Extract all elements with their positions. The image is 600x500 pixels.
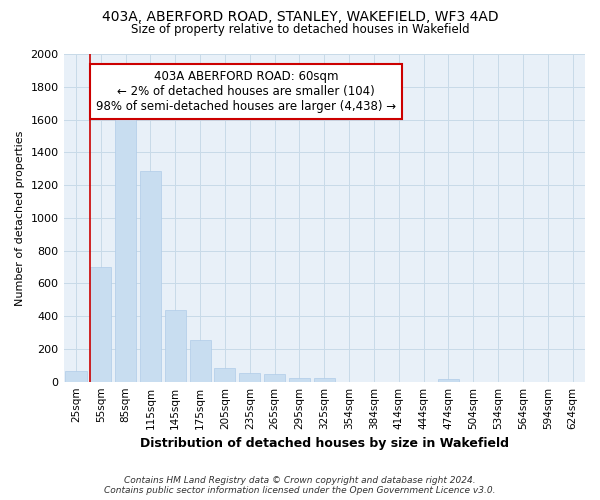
Text: Contains HM Land Registry data © Crown copyright and database right 2024.
Contai: Contains HM Land Registry data © Crown c… — [104, 476, 496, 495]
Bar — [90, 267, 112, 382]
Bar — [264, 374, 285, 382]
Bar — [289, 378, 310, 382]
X-axis label: Distribution of detached houses by size in Wakefield: Distribution of detached houses by size … — [140, 437, 509, 450]
Bar — [140, 171, 161, 382]
Bar — [314, 378, 335, 382]
Bar — [115, 114, 136, 382]
Bar — [214, 368, 235, 382]
Bar — [165, 310, 186, 382]
Bar — [65, 371, 86, 382]
Bar — [239, 374, 260, 382]
Text: 403A ABERFORD ROAD: 60sqm
← 2% of detached houses are smaller (104)
98% of semi-: 403A ABERFORD ROAD: 60sqm ← 2% of detach… — [96, 70, 396, 114]
Text: Size of property relative to detached houses in Wakefield: Size of property relative to detached ho… — [131, 22, 469, 36]
Bar — [438, 379, 459, 382]
Text: 403A, ABERFORD ROAD, STANLEY, WAKEFIELD, WF3 4AD: 403A, ABERFORD ROAD, STANLEY, WAKEFIELD,… — [101, 10, 499, 24]
Y-axis label: Number of detached properties: Number of detached properties — [15, 130, 25, 306]
Bar — [190, 340, 211, 382]
